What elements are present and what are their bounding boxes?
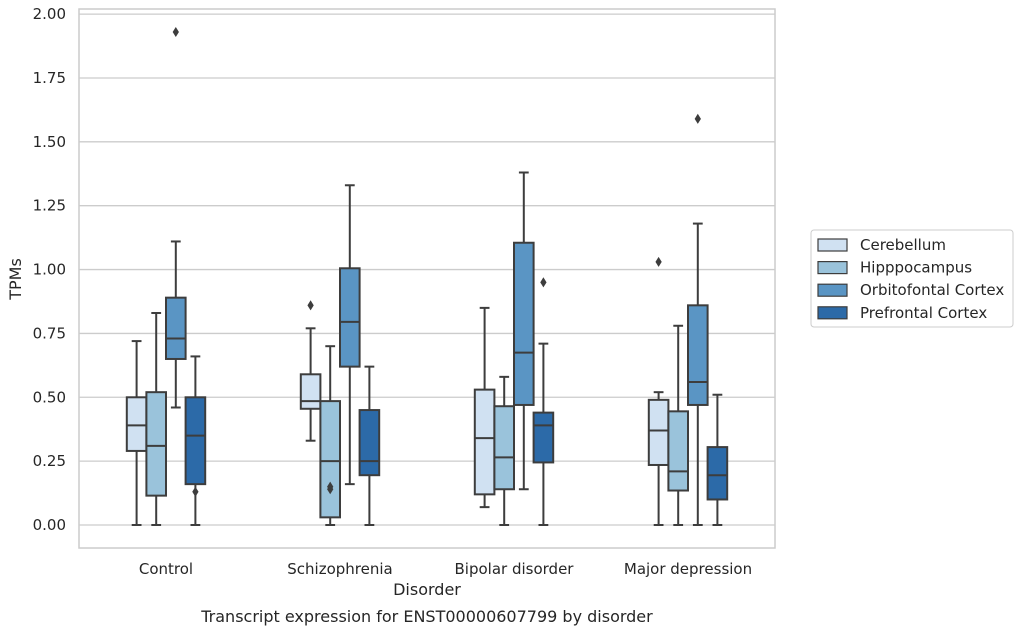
y-tick-label: 2.00 <box>33 5 66 23</box>
box-cerebellum <box>647 256 670 527</box>
iqr-box <box>358 409 381 477</box>
chart-caption: Transcript expression for ENST0000060779… <box>200 607 653 626</box>
box-groups <box>125 26 729 527</box>
legend-label: Prefrontal Cortex <box>860 304 987 322</box>
legend-label: Hipppocampus <box>860 259 972 277</box>
outlier-point <box>307 300 314 311</box>
box-orbitofontal-cortex <box>513 171 535 491</box>
iqr-box <box>165 296 187 360</box>
outlier-point <box>655 256 662 267</box>
x-tick-label: Control <box>139 560 193 578</box>
y-tick-label: 0.50 <box>33 388 66 406</box>
outlier-point <box>192 486 199 497</box>
iqr-box <box>667 410 690 492</box>
x-axis-ticks: Control Schizophrenia Bipolar disorder Majo… <box>139 560 752 578</box>
box-hipppocampus <box>493 375 515 527</box>
y-axis-ticks: 0.00 0.25 0.50 0.75 1.00 1.25 1.50 1.75 2.00 <box>33 5 66 534</box>
outlier-point <box>172 26 179 38</box>
iqr-box <box>706 446 729 501</box>
legend-swatch <box>817 306 848 320</box>
x-tick-label: Bipolar disorder <box>455 560 575 578</box>
y-tick-label: 0.00 <box>33 516 66 534</box>
y-tick-label: 1.25 <box>33 197 66 215</box>
legend-label: Orbitofontal Cortex <box>860 281 1004 299</box>
y-axis-title: TPMs <box>6 258 25 301</box>
box-prefrontal-cortex <box>532 277 555 527</box>
iqr-box <box>493 405 515 491</box>
outlier-point <box>540 277 547 288</box>
outlier-point <box>694 113 701 124</box>
iqr-box <box>687 304 709 406</box>
box-cerebellum <box>299 300 322 442</box>
box-orbitofontal-cortex <box>165 26 187 409</box>
legend: Cerebellum Hipppocampus Orbitofontal Corte… <box>810 229 1014 328</box>
y-tick-label: 1.00 <box>33 261 66 279</box>
legend-swatch <box>817 261 848 275</box>
box-orbitofontal-cortex <box>339 184 361 486</box>
box-hipppocampus <box>145 311 167 527</box>
box-orbitofontal-cortex <box>687 113 709 527</box>
iqr-box <box>532 411 555 464</box>
box-cerebellum <box>125 340 148 527</box>
y-tick-label: 1.75 <box>33 69 66 87</box>
y-tick-label: 0.75 <box>33 324 66 342</box>
x-tick-label: Schizophrenia <box>287 560 392 578</box>
box-prefrontal-cortex <box>706 393 729 527</box>
legend-frame <box>810 229 1014 328</box>
plot-frame <box>78 8 776 549</box>
x-tick-label: Major depression <box>624 560 752 578</box>
box-hipppocampus <box>667 324 690 527</box>
iqr-box <box>513 241 535 406</box>
iqr-box <box>647 398 670 466</box>
x-axis-title: Disorder <box>393 580 461 599</box>
iqr-box <box>145 391 167 497</box>
y-tick-label: 0.25 <box>33 452 66 470</box>
legend-swatch <box>817 283 848 297</box>
iqr-box <box>299 373 322 410</box>
box-hipppocampus <box>319 345 341 527</box>
outlier-point <box>327 481 334 492</box>
iqr-box <box>473 388 496 496</box>
legend-label: Cerebellum <box>860 236 946 254</box>
iqr-box <box>184 396 207 486</box>
box-prefrontal-cortex <box>184 355 207 527</box>
legend-swatch <box>817 238 848 252</box>
box-prefrontal-cortex <box>358 365 381 527</box>
iqr-box <box>319 400 341 519</box>
y-tick-label: 1.50 <box>33 133 66 151</box>
box-cerebellum <box>473 306 496 509</box>
iqr-box <box>125 396 148 452</box>
iqr-box <box>339 267 361 368</box>
